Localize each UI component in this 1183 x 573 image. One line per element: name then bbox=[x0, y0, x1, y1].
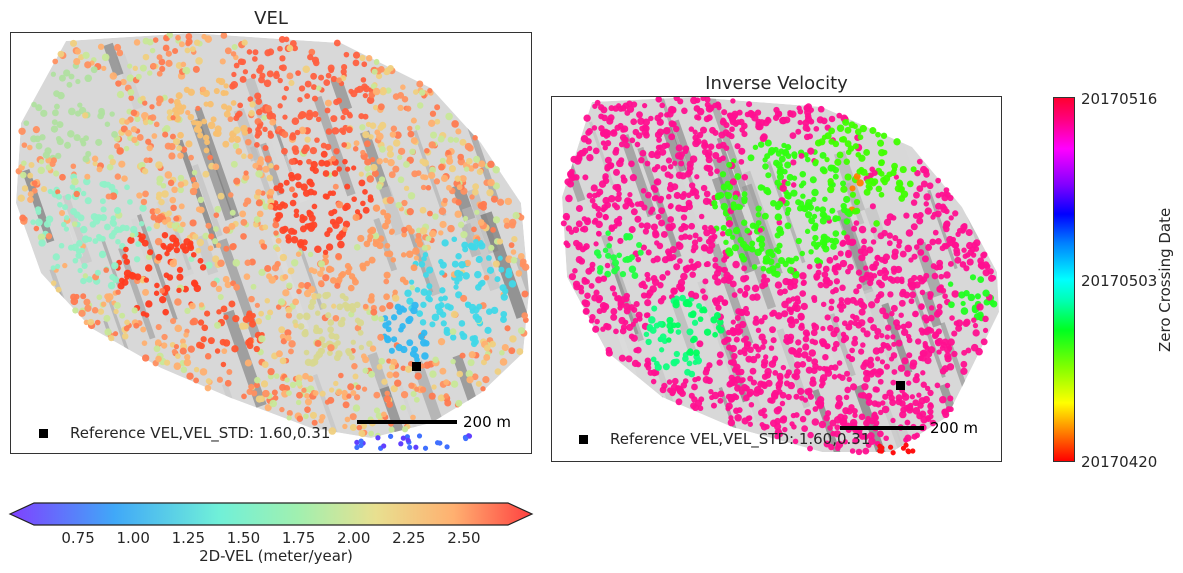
inverse-velocity-plot: Reference VEL,VEL_STD: 1.60,0.31 200 m bbox=[551, 96, 1002, 462]
inverse-velocity-legend-label: Reference VEL,VEL_STD: 1.60,0.31 bbox=[610, 430, 871, 448]
reference-point-icon bbox=[412, 362, 421, 371]
vel-scale-bar: 200 m bbox=[357, 413, 511, 431]
inverse-velocity-scale-bar: 200 m bbox=[840, 419, 978, 437]
inverse-velocity-title: Inverse Velocity bbox=[705, 73, 848, 94]
vel-colorbar-tick: 2.00 bbox=[336, 529, 371, 547]
vel-plot: Reference VEL,VEL_STD: 1.60,0.31 200 m bbox=[10, 32, 532, 454]
inverse-velocity-scatter bbox=[560, 97, 999, 456]
vel-legend-label: Reference VEL,VEL_STD: 1.60,0.31 bbox=[70, 424, 331, 442]
zero-crossing-colorbar bbox=[1053, 97, 1075, 462]
vel-colorbar-tick: 2.50 bbox=[447, 529, 481, 547]
zero-crossing-colorbar-label: Zero Crossing Date bbox=[1156, 207, 1174, 352]
vel-colorbar-tick: 1.75 bbox=[281, 529, 316, 547]
vel-colorbar-tick: 1.00 bbox=[116, 529, 150, 547]
vel-colorbar-tick: 0.75 bbox=[61, 529, 95, 547]
inverse-velocity-legend: Reference VEL,VEL_STD: 1.60,0.31 bbox=[579, 430, 870, 448]
vel-legend: Reference VEL,VEL_STD: 1.60,0.31 bbox=[39, 424, 330, 442]
vel-scale-bar-label: 200 m bbox=[463, 413, 512, 431]
vel-points bbox=[15, 33, 530, 451]
vel-colorbar-tick: 1.25 bbox=[171, 529, 206, 547]
reference-point-icon bbox=[896, 381, 905, 390]
reference-point-marker-icon bbox=[39, 428, 48, 438]
vel-colorbar-tick: 2.25 bbox=[392, 529, 426, 547]
inverse-velocity-scale-bar-line bbox=[840, 426, 924, 430]
vel-colorbar-tick: 1.50 bbox=[226, 529, 261, 547]
vel-scatter bbox=[15, 33, 530, 451]
vel-title: VEL bbox=[254, 8, 288, 29]
colorbar-tick-top: 20170516 bbox=[1081, 90, 1158, 108]
colorbar-tick-bottom: 20170420 bbox=[1081, 453, 1158, 471]
vel-colorbar-label: 2D-VEL (meter/year) bbox=[199, 547, 353, 565]
inverse-velocity-points bbox=[560, 97, 998, 456]
reference-point-marker-icon bbox=[579, 434, 588, 444]
vel-scale-bar-line bbox=[357, 420, 457, 424]
colorbar-tick-middle: 20170503 bbox=[1081, 272, 1158, 290]
inverse-velocity-scale-bar-label: 200 m bbox=[930, 419, 979, 437]
vel-colorbar bbox=[8, 502, 534, 526]
